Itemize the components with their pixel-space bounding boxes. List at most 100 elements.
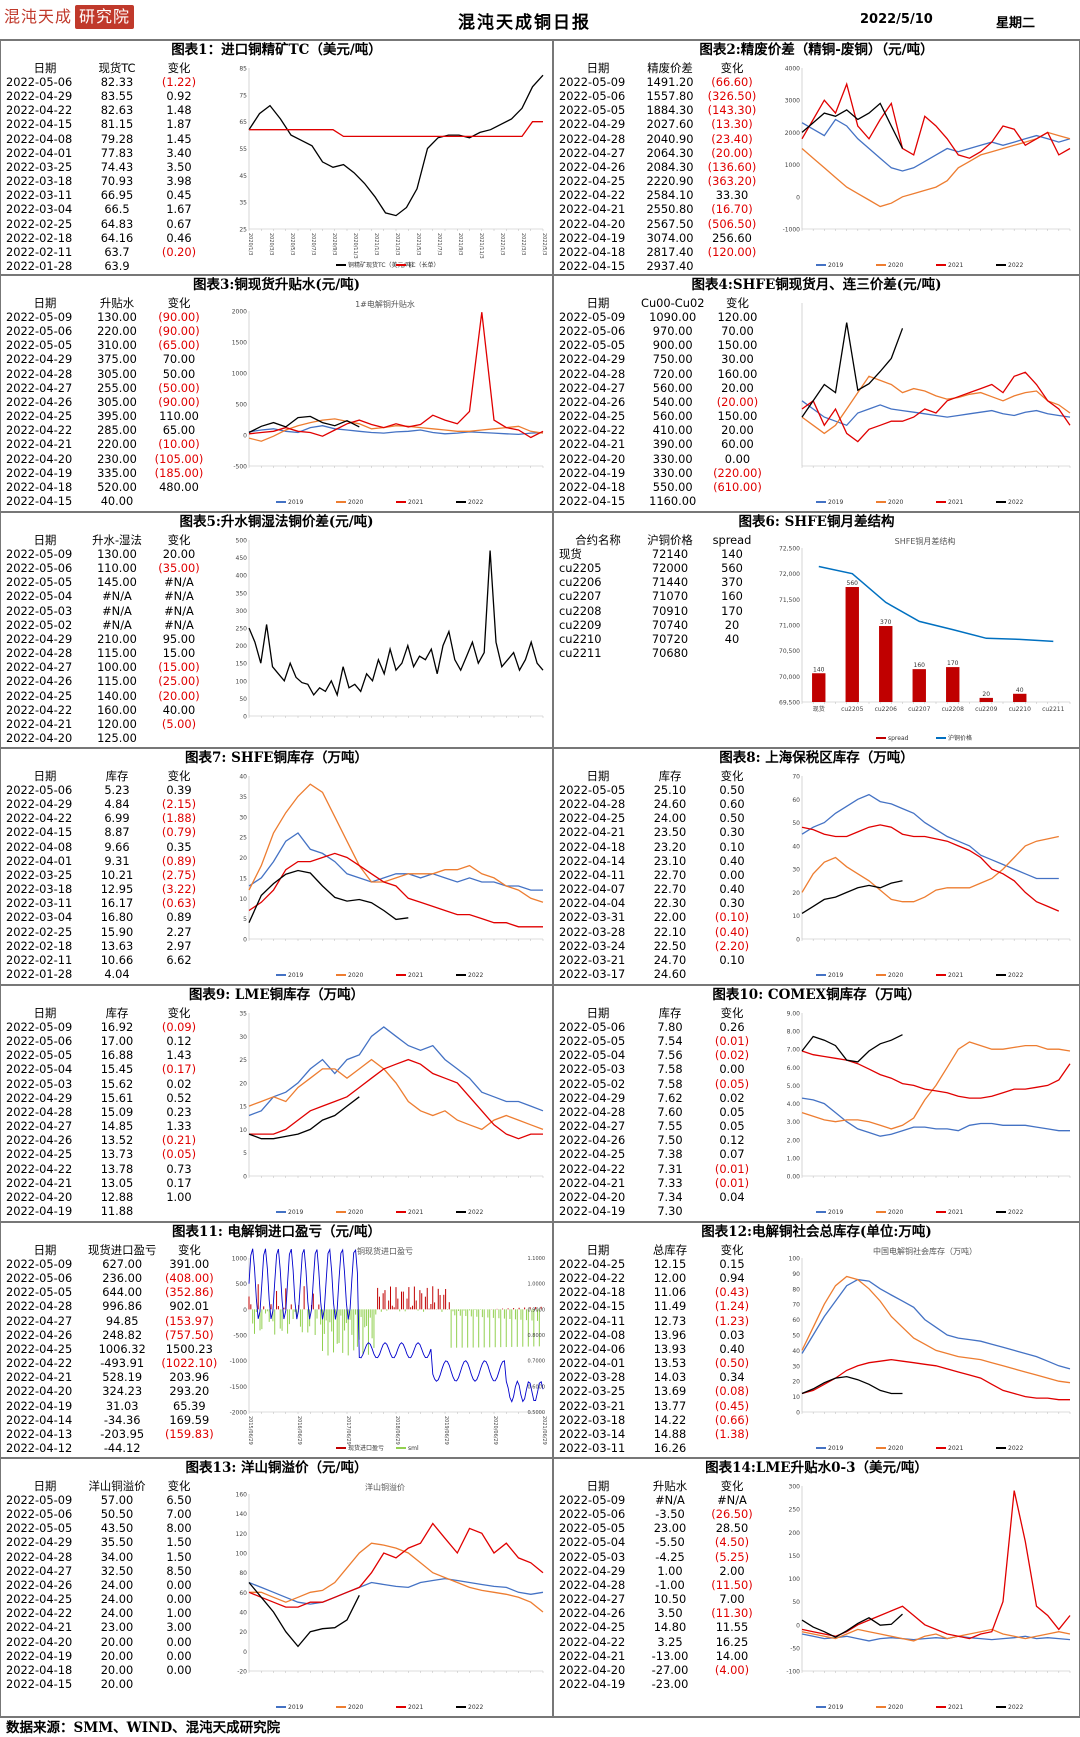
table-cell: 2022-03-11 <box>559 1441 626 1456</box>
table-cell: 22.30 <box>653 896 687 911</box>
table-cell: 3.50 <box>657 1606 683 1621</box>
panel-title: 图表11: 电解铜进口盈亏（元/吨） <box>172 1224 381 1240</box>
table-cell: (159.83) <box>164 1427 214 1442</box>
table-cell: (0.45) <box>714 1398 750 1413</box>
table-row: 2022-04-18 520.00 480.00 <box>4 480 210 494</box>
x-tick-label: 2021/1/3 <box>373 233 379 255</box>
table-row: 2022-03-04 66.5 1.67 <box>4 203 210 217</box>
table-cell: (0.08) <box>714 1384 750 1399</box>
table-row: 2022-05-06 970.00 70.00 <box>557 324 768 338</box>
data-table: 日期 现货进口盈亏 变化 2022-05-09 627.00 391.00 2022-05-… <box>4 1243 220 1456</box>
table-cell: 83.55 <box>100 88 134 103</box>
data-table: 日期 洋山铜溢价 变化 2022-05-09 57.00 6.50 2022-05-06 50… <box>4 1479 210 1692</box>
y2-tick-label: 1.0000 <box>528 1282 546 1288</box>
table-cell: 24.70 <box>653 953 687 968</box>
table-cell: 2022-04-15 <box>559 1299 626 1314</box>
table-cell: 1.48 <box>166 103 192 118</box>
table-row: 2022-04-22 3.25 16.25 <box>557 1635 763 1649</box>
table-cell: 2022-04-15 <box>559 494 626 509</box>
legend-label: 2021 <box>408 499 423 506</box>
table-cell: 2022-05-06 <box>6 1033 73 1048</box>
table-cell: 2022-04-20 <box>6 451 73 466</box>
column-header: 日期 <box>33 60 57 75</box>
table-cell: 2022-04-25 <box>6 688 73 703</box>
y-tick-label: -20 <box>237 1669 247 1676</box>
table-cell <box>701 968 763 982</box>
table-cell: 256.60 <box>712 230 752 245</box>
y-tick-label: 55 <box>239 146 247 153</box>
table-cell: 2027.60 <box>646 117 694 132</box>
table-cell: 28.50 <box>715 1521 749 1536</box>
table-cell: 2022-04-08 <box>6 131 73 146</box>
table-cell: 160.00 <box>717 366 758 381</box>
y-tick-label: 60 <box>792 1317 800 1324</box>
panel-title: 图表2:精废价差（精铜-废铜）（元/吨） <box>699 42 934 58</box>
y-tick-label: 150 <box>789 1553 801 1560</box>
chart-panel-12: 图表12:电解铜社会总库存(单位:万吨) 日期 总库存 变化 2022-04-25 12.… <box>553 1222 1080 1458</box>
table-row: 2022-04-01 9.31 (0.89) <box>4 854 210 868</box>
chart-title: 洋山铜溢价 <box>365 1482 405 1492</box>
series-line-2019 <box>801 793 1059 880</box>
table-cell: 2022-04-19 <box>6 465 73 480</box>
table-row: 2022-04-28 15.09 0.23 <box>4 1105 210 1119</box>
y-tick-label: 1.00 <box>787 1155 801 1162</box>
panel-title: 图表13: 洋山铜溢价（元/吨） <box>185 1460 368 1476</box>
column-header: 变化 <box>167 295 191 310</box>
table-cell: 2022-05-05 <box>6 338 73 353</box>
table-cell: 2022-04-22 <box>6 1356 73 1371</box>
table-cell: (0.05) <box>714 1076 750 1091</box>
chart-title: 1#电解铜升贴水 <box>355 299 415 309</box>
table-cell: 66.5 <box>104 202 130 217</box>
table-cell: 43.50 <box>100 1521 134 1536</box>
table-cell: 2022-01-28 <box>6 259 73 274</box>
y-tick-label: 25 <box>239 227 247 234</box>
y-tick-label: 1000 <box>785 162 800 169</box>
table-cell: (136.60) <box>707 159 757 174</box>
table-cell: 95.00 <box>162 631 196 646</box>
data-table: 日期 库存 变化 2022-05-05 25.10 0.50 2022-04-28 24.60… <box>557 769 763 982</box>
table-cell <box>701 260 763 274</box>
table-cell: (1.22) <box>161 74 197 89</box>
table-row: 2022-05-06 220.00 (90.00) <box>4 324 210 338</box>
table-row: 2022-04-25 7.38 0.07 <box>557 1148 763 1162</box>
table-cell: 370 <box>721 575 743 590</box>
table-row: 2022-04-29 15.61 0.52 <box>4 1091 210 1105</box>
table-cell: 996.86 <box>102 1299 143 1314</box>
y-tick-label: 80 <box>792 1286 800 1293</box>
column-header: 变化 <box>726 295 749 310</box>
y-tick-label: 30 <box>239 814 247 821</box>
table-cell: 2022-04-26 <box>6 674 73 689</box>
table-cell: (20.00) <box>711 145 753 160</box>
table-cell: 0.46 <box>166 230 192 245</box>
table-row: 2022-05-09 1090.00 120.00 <box>557 310 768 324</box>
table-cell: 12.88 <box>100 1190 134 1205</box>
x-tick-label: 2021/9/3 <box>457 233 463 255</box>
table-cell: (2.20) <box>714 938 750 953</box>
y2-tick-label: 0.5000 <box>528 1410 546 1416</box>
table-cell: 2022-04-28 <box>559 366 626 381</box>
table-cell: 2022-04-18 <box>6 480 73 495</box>
table-row: 2022-02-18 64.16 0.46 <box>4 231 210 245</box>
table-cell: (2.15) <box>161 796 197 811</box>
table-cell: 2022-04-21 <box>6 1620 73 1635</box>
data-table: 日期 精废价差 变化 2022-05-09 1491.20 (66.60) 2022-05-… <box>557 61 763 274</box>
table-cell: 2022-05-04 <box>559 1535 626 1550</box>
table-cell: 57.00 <box>100 1492 134 1507</box>
table-cell: 2022-04-15 <box>6 117 73 132</box>
table-cell: 324.23 <box>102 1384 143 1399</box>
table-cell: cu2207 <box>559 589 602 604</box>
table-row: 2022-05-06 17.00 0.12 <box>4 1034 210 1048</box>
table-cell: 248.82 <box>102 1327 143 1342</box>
table-cell: 2022-03-18 <box>6 174 73 189</box>
table-cell: 2022-03-28 <box>559 1370 626 1385</box>
y-tick-label: 0.00 <box>787 1174 801 1181</box>
table-cell: 7.00 <box>166 1506 192 1521</box>
table-cell: 2022-05-06 <box>559 1506 626 1521</box>
table-row: 2022-05-05 310.00 (65.00) <box>4 339 210 353</box>
table-cell: 2022-05-09 <box>6 1256 73 1271</box>
table-cell: 2022-04-26 <box>559 159 626 174</box>
table-row: 2022-04-19 335.00 (185.00) <box>4 466 210 480</box>
table-row: 2022-03-25 10.21 (2.75) <box>4 868 210 882</box>
y-tick-label: 100 <box>236 1551 248 1558</box>
table-cell: (105.00) <box>154 451 204 466</box>
